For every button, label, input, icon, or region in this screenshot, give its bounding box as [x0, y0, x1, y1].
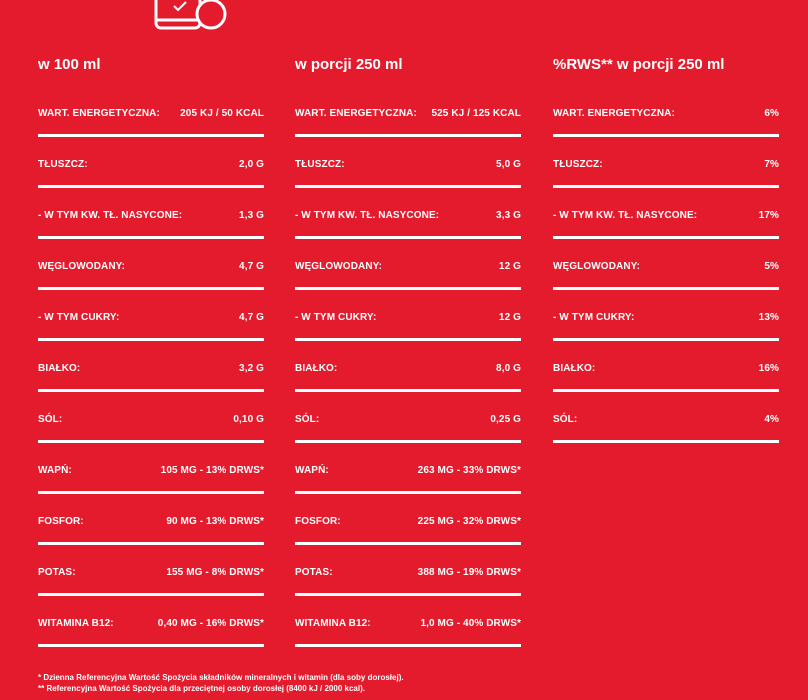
- nutrient-value: 0,10 G: [233, 414, 264, 426]
- nutrient-row: BIAŁKO: 16%: [553, 343, 779, 392]
- nutrient-row: TŁUSZCZ: 5,0 G: [295, 139, 521, 188]
- nutrient-label: WART. ENERGETYCZNA:: [295, 108, 417, 120]
- nutrient-label: - W TYM KW. TŁ. NASYCONE:: [38, 210, 183, 222]
- nutrient-value: 90 MG - 13% DRWS*: [166, 516, 264, 528]
- nutrient-row: BIAŁKO: 3,2 G: [38, 343, 264, 392]
- nutrient-label: FOSFOR:: [295, 516, 341, 528]
- nutrient-row: FOSFOR: 225 MG - 32% DRWS*: [295, 496, 521, 545]
- nutrient-label: - W TYM CUKRY:: [295, 312, 377, 324]
- nutrient-row: WITAMINA B12: 1,0 MG - 40% DRWS*: [295, 598, 521, 647]
- nutrient-value: 0,40 MG - 16% DRWS*: [157, 618, 264, 630]
- nutrient-row: - W TYM CUKRY: 12 G: [295, 292, 521, 341]
- nutrient-row: POTAS: 388 MG - 19% DRWS*: [295, 547, 521, 596]
- nutrient-value: 225 MG - 32% DRWS*: [417, 516, 521, 528]
- column-per-serving: w porcji 250 ml WART. ENERGETYCZNA: 525 K…: [295, 54, 521, 647]
- nutrient-value: 388 MG - 19% DRWS*: [417, 567, 521, 579]
- nutrient-value: 8,0 G: [496, 363, 521, 375]
- nutrient-label: TŁUSZCZ:: [38, 159, 88, 171]
- nutrient-label: SÓL:: [553, 414, 578, 426]
- nutrient-value: 3,3 G: [496, 210, 521, 222]
- nutrient-value: 12 G: [498, 261, 521, 273]
- nutrient-value: 4%: [764, 414, 779, 426]
- nutrient-row: FOSFOR: 90 MG - 13% DRWS*: [38, 496, 264, 545]
- column-per-100ml: w 100 ml WART. ENERGETYCZNA: 205 KJ / 50 …: [38, 54, 264, 647]
- column-title: w 100 ml: [38, 56, 101, 73]
- nutrient-label: - W TYM CUKRY:: [553, 312, 635, 324]
- column-rws-per-serving: %RWS** w porcji 250 ml WART. ENERGETYCZN…: [553, 54, 779, 443]
- nutrient-label: FOSFOR:: [38, 516, 84, 528]
- column-title: %RWS** w porcji 250 ml: [553, 56, 725, 73]
- nutrient-row: - W TYM KW. TŁ. NASYCONE: 17%: [553, 190, 779, 239]
- nutrient-value: 16%: [758, 363, 779, 375]
- nutrient-label: POTAS:: [38, 567, 76, 579]
- nutrient-value: 4,7 G: [239, 261, 264, 273]
- nutrient-row: WITAMINA B12: 0,40 MG - 16% DRWS*: [38, 598, 264, 647]
- nutrient-label: WĘGLOWODANY:: [553, 261, 641, 273]
- nutrient-row: WART. ENERGETYCZNA: 6%: [553, 88, 779, 137]
- nutrient-row: WAPŃ: 105 MG - 13% DRWS*: [38, 445, 264, 494]
- nutrient-value: 6%: [764, 108, 779, 120]
- nutrient-label: WART. ENERGETYCZNA:: [38, 108, 160, 120]
- nutrient-label: BIAŁKO:: [295, 363, 338, 375]
- nutrient-row: TŁUSZCZ: 2,0 G: [38, 139, 264, 188]
- nutrient-label: POTAS:: [295, 567, 333, 579]
- nutrient-value: 0,25 G: [490, 414, 521, 426]
- nutrient-label: TŁUSZCZ:: [295, 159, 345, 171]
- nutrient-value: 263 MG - 33% DRWS*: [417, 465, 521, 477]
- nutrient-value: 1,0 MG - 40% DRWS*: [420, 618, 521, 630]
- column-title: w porcji 250 ml: [295, 56, 403, 73]
- nutrient-row: POTAS: 155 MG - 8% DRWS*: [38, 547, 264, 596]
- nutrient-value: 3,2 G: [239, 363, 264, 375]
- nutrient-value: 155 MG - 8% DRWS*: [166, 567, 264, 579]
- nutrient-row: WART. ENERGETYCZNA: 525 KJ / 125 KCAL: [295, 88, 521, 137]
- nutrient-label: WĘGLOWODANY:: [38, 261, 126, 273]
- nutrient-row: WAPŃ: 263 MG - 33% DRWS*: [295, 445, 521, 494]
- nutrient-label: WITAMINA B12:: [38, 618, 114, 630]
- nutrient-value: 5,0 G: [496, 159, 521, 171]
- nutrient-label: - W TYM CUKRY:: [38, 312, 120, 324]
- nutrient-row: WĘGLOWODANY: 5%: [553, 241, 779, 290]
- nutrient-value: 525 KJ / 125 KCAL: [431, 108, 521, 120]
- nutrient-label: BIAŁKO:: [38, 363, 81, 375]
- nutrient-label: WITAMINA B12:: [295, 618, 371, 630]
- nutrient-value: 205 KJ / 50 KCAL: [180, 108, 264, 120]
- nutrient-label: - W TYM KW. TŁ. NASYCONE:: [295, 210, 440, 222]
- nutrient-row: WART. ENERGETYCZNA: 205 KJ / 50 KCAL: [38, 88, 264, 137]
- nutrient-label: WĘGLOWODANY:: [295, 261, 383, 273]
- nutrient-row: SÓL: 0,25 G: [295, 394, 521, 443]
- nutrient-row: BIAŁKO: 8,0 G: [295, 343, 521, 392]
- nutrient-row: - W TYM CUKRY: 4,7 G: [38, 292, 264, 341]
- nutrient-label: TŁUSZCZ:: [553, 159, 603, 171]
- nutrient-row: TŁUSZCZ: 7%: [553, 139, 779, 188]
- nutrient-value: 2,0 G: [239, 159, 264, 171]
- nutrient-row: WĘGLOWODANY: 12 G: [295, 241, 521, 290]
- nutrient-label: WAPŃ:: [38, 465, 72, 477]
- nutrient-value: 105 MG - 13% DRWS*: [160, 465, 264, 477]
- footnotes: * Dzienna Referencyjna Wartość Spożycia …: [38, 672, 404, 694]
- nutrient-row: - W TYM KW. TŁ. NASYCONE: 3,3 G: [295, 190, 521, 239]
- nutrient-value: 1,3 G: [239, 210, 264, 222]
- nutrient-row: SÓL: 4%: [553, 394, 779, 443]
- nutrient-label: SÓL:: [38, 414, 63, 426]
- nutrient-label: SÓL:: [295, 414, 320, 426]
- calendar-apple-icon: [154, 0, 230, 32]
- nutrient-row: - W TYM KW. TŁ. NASYCONE: 1,3 G: [38, 190, 264, 239]
- nutrient-row: WĘGLOWODANY: 4,7 G: [38, 241, 264, 290]
- nutrient-value: 5%: [764, 261, 779, 273]
- footnote-drws: * Dzienna Referencyjna Wartość Spożycia …: [38, 673, 404, 682]
- nutrient-label: BIAŁKO:: [553, 363, 596, 375]
- nutrient-label: - W TYM KW. TŁ. NASYCONE:: [553, 210, 698, 222]
- nutrient-value: 12 G: [498, 312, 521, 324]
- footnote-rws: ** Referencyjna Wartość Spożycia dla prz…: [38, 684, 365, 693]
- nutrient-row: SÓL: 0,10 G: [38, 394, 264, 443]
- nutrient-label: WART. ENERGETYCZNA:: [553, 108, 675, 120]
- nutrient-value: 4,7 G: [239, 312, 264, 324]
- nutrient-row: - W TYM CUKRY: 13%: [553, 292, 779, 341]
- nutrient-value: 17%: [758, 210, 779, 222]
- nutrient-value: 7%: [764, 159, 779, 171]
- nutrient-label: WAPŃ:: [295, 465, 329, 477]
- nutrient-value: 13%: [758, 312, 779, 324]
